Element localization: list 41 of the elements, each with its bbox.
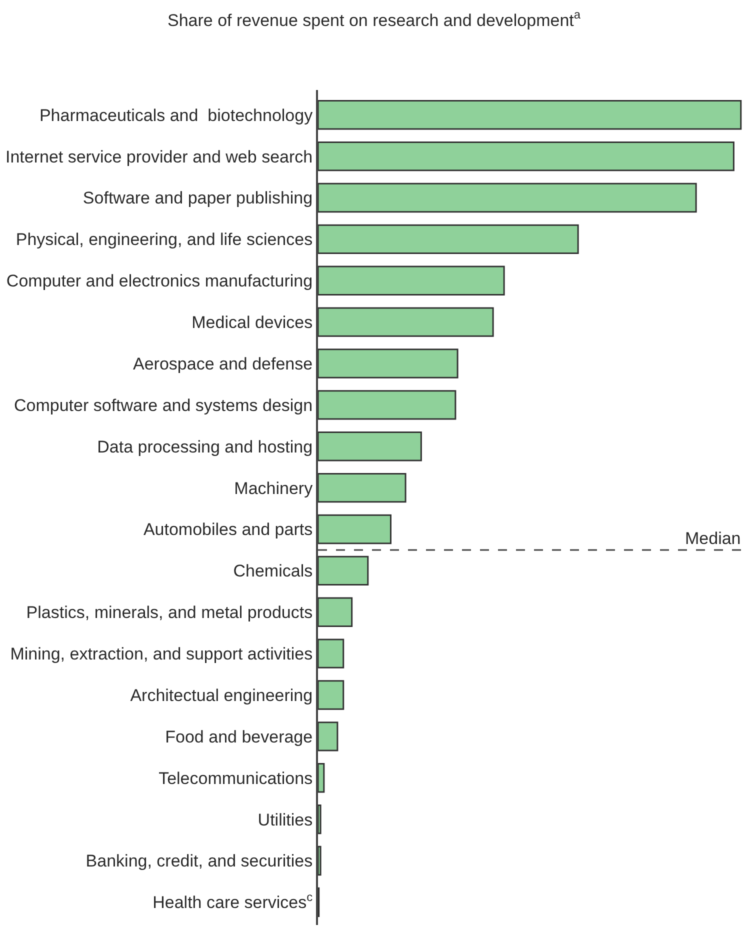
- bar: [318, 224, 579, 254]
- y-tick-label: Medical devices: [192, 313, 313, 332]
- bar: [318, 597, 353, 627]
- y-tick-label: Plastics, minerals, and metal products: [26, 603, 313, 622]
- bar: [318, 804, 322, 834]
- bar: [318, 390, 456, 420]
- y-tick-label: Banking, credit, and securities: [86, 852, 313, 871]
- y-tick-label: Architectual engineering: [130, 686, 313, 705]
- bar: [318, 846, 322, 876]
- y-tick-label: Computer and electronics manufacturing: [6, 272, 313, 291]
- bar: [318, 472, 406, 503]
- y-tick-label: Data processing and hosting: [97, 437, 313, 456]
- y-tick-label: Health care services$^{c}$: [152, 890, 313, 912]
- y-tick-label: Physical, engineering, and life sciences: [16, 230, 313, 250]
- bar: [318, 348, 458, 378]
- y-tick-label: Software and paper publishing: [82, 188, 313, 208]
- y-tick-label: Internet service provider and web search: [5, 147, 313, 166]
- bar: [318, 638, 344, 668]
- annotation: Median: [685, 529, 741, 548]
- bar: [318, 722, 338, 752]
- bar: [318, 100, 742, 130]
- y-tick-label: Food and beverage: [165, 727, 313, 746]
- y-tick-label: Aerospace and defense: [133, 354, 313, 374]
- bar: [318, 307, 494, 337]
- bar: [318, 432, 422, 462]
- y-tick-label: Mining, extraction, and support activities: [10, 644, 313, 664]
- bar: [318, 182, 697, 213]
- y-tick-label: Utilities: [258, 810, 313, 830]
- y-tick-label: Computer software and systems design: [14, 396, 313, 415]
- bar: [318, 763, 325, 793]
- y-tick-label: Automobiles and parts: [143, 520, 313, 540]
- bar: [318, 680, 344, 710]
- y-tick-label: Pharmaceuticals and biotechnology: [39, 106, 314, 125]
- bar: [318, 514, 392, 544]
- chart-title: Share of revenue spent on research and development$^{a}$: [167, 8, 581, 30]
- y-tick-label: Machinery: [234, 478, 314, 498]
- y-tick-label: Telecommunications: [158, 768, 313, 788]
- bar: [318, 141, 734, 172]
- y-tick-label: Chemicals: [233, 562, 313, 581]
- bar: [318, 556, 369, 586]
- bar: [318, 266, 505, 296]
